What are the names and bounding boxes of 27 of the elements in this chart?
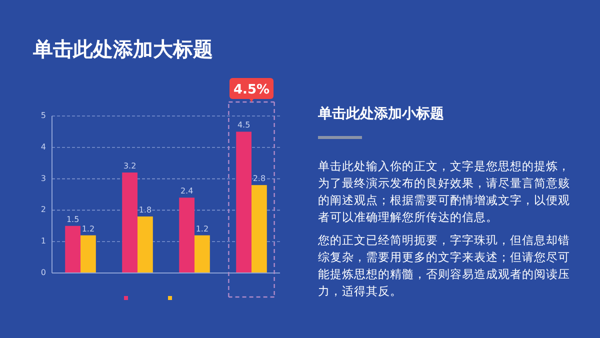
data-label: 1.2	[82, 224, 95, 234]
bar	[122, 172, 138, 273]
chart-title: 单击此处添加大标题	[32, 37, 213, 61]
text: 4.5%	[233, 82, 270, 98]
y-tick-label: 1	[40, 236, 46, 246]
bar	[65, 226, 80, 273]
data-label: 1.5	[66, 214, 80, 224]
y-tick-label: 3	[40, 174, 46, 183]
data-label: 2.4	[180, 186, 194, 196]
text: 单击此处添加小标题	[317, 106, 444, 122]
y-tick-label: 0	[40, 268, 46, 277]
data-label: 1.2	[196, 224, 209, 234]
text: 单击此处输入你的正文，文字是您思想的提炼，为了最终演示发布的良好效果，请尽量言简意赅的阐述观点；根据需要可酌情增减文字，以便观者可以准确理解您所传达的信息。	[318, 159, 570, 224]
data-label: 2.8	[252, 174, 266, 184]
bar	[138, 216, 153, 273]
data-label: 4.5	[237, 120, 250, 130]
y-tick-label: 5	[40, 111, 46, 120]
data-label: 1.8	[138, 205, 152, 214]
text: 您的正文已经简明扼要，字字珠玑，但信息却错综复杂，需要用更多的文字来表述；但请您尽可能提炼思想的精髓，否则容易造成观者的阅读压力，适得其反。	[317, 233, 570, 298]
bar	[179, 198, 194, 273]
y-tick-label: 4	[40, 142, 46, 152]
y-tick-label: 2	[40, 205, 46, 214]
bar	[236, 132, 252, 273]
bar	[194, 235, 210, 273]
data-label: 3.2	[123, 162, 136, 171]
bar	[252, 185, 267, 273]
bar	[80, 235, 96, 273]
